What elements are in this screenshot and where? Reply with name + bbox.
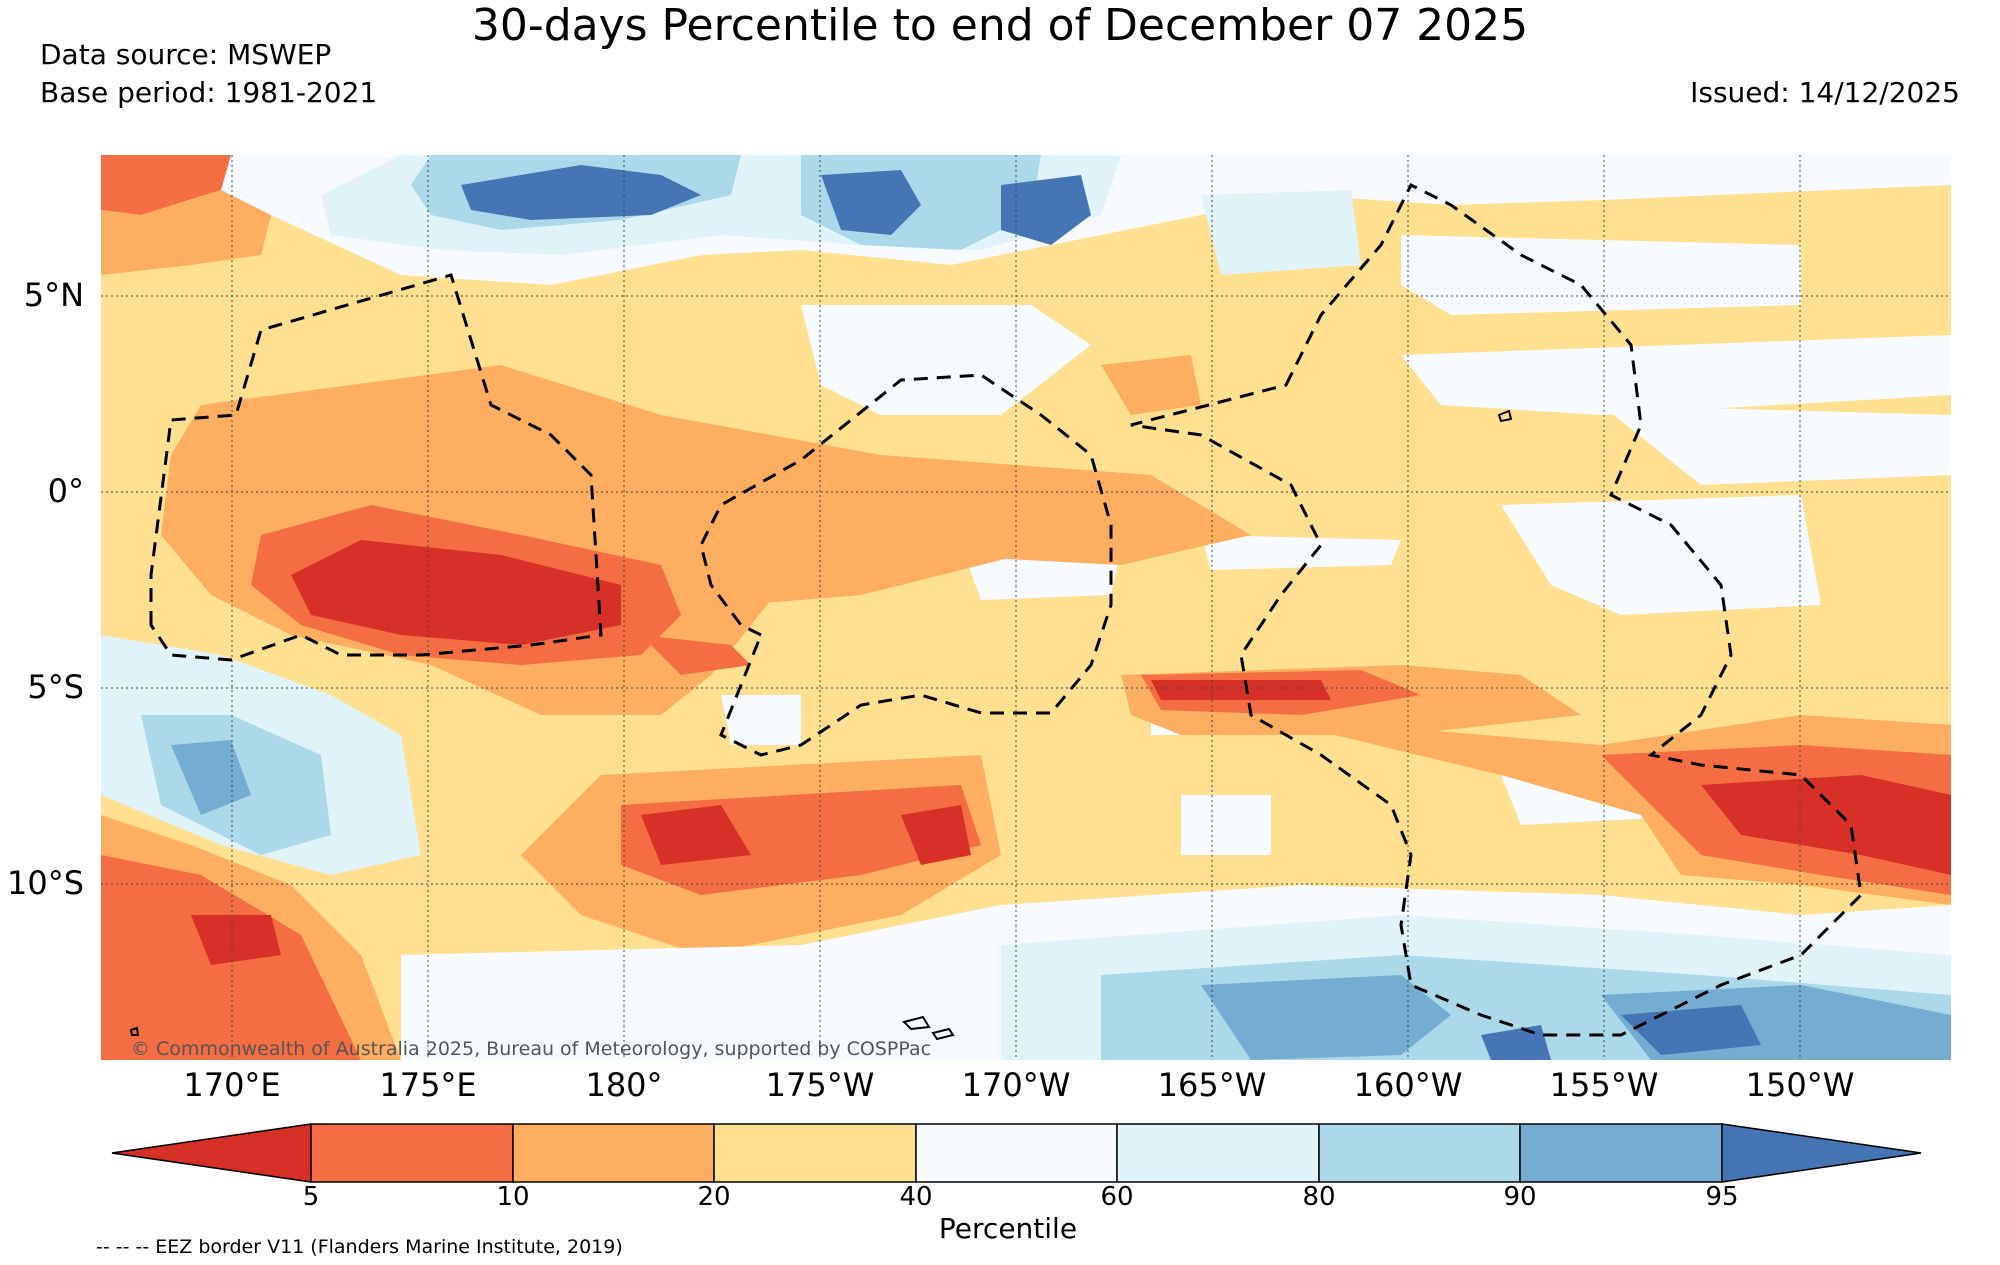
- lat-label-5s: 5°S: [27, 668, 84, 706]
- lon-label-175e: 175°E: [379, 1066, 477, 1104]
- lon-label-180: 180°: [585, 1066, 663, 1104]
- colorbar-title: Percentile: [938, 1212, 1078, 1245]
- lon-label-170w: 170°W: [961, 1066, 1071, 1104]
- islands: [129, 409, 1513, 1041]
- field-red-small: [641, 635, 751, 675]
- field-darkred-sw: [191, 915, 281, 965]
- lon-label-175w: 175°W: [765, 1066, 875, 1104]
- field-white-mid-e: [1181, 795, 1271, 855]
- lat-label-0: 0°: [47, 472, 84, 510]
- field-darkblue-south-a: [1201, 975, 1451, 1060]
- field-lightblue-north-e: [1201, 190, 1361, 275]
- lon-label-160w: 160°W: [1353, 1066, 1463, 1104]
- field-darkred-east-band: [1151, 680, 1331, 700]
- field-darkblue-north-b: [821, 170, 921, 235]
- field-darkred-west: [291, 540, 621, 645]
- lat-label-10s: 10°S: [6, 864, 84, 902]
- percentile-fields: [101, 155, 1951, 1060]
- colorbar-segment-40-60: [915, 1123, 1118, 1183]
- field-darkblue-sw: [171, 740, 251, 815]
- eez-legend-note: -- -- -- EEZ border V11 (Flanders Marine…: [96, 1236, 623, 1258]
- colorbar-segment-90-95: [1519, 1123, 1723, 1183]
- map-title: 30-days Percentile to end of December 07…: [471, 0, 1529, 51]
- colorbar-tick-80: 80: [1302, 1182, 1336, 1212]
- colorbar-tick-90: 90: [1503, 1182, 1537, 1212]
- colorbar-tick-95: 95: [1705, 1182, 1739, 1212]
- field-darkred-south-a: [641, 805, 751, 865]
- colorbar-segment-above-95: [1721, 1123, 1922, 1183]
- copyright-text: © Commonwealth of Australia 2025, Bureau…: [131, 1038, 931, 1060]
- graticule: [101, 155, 1951, 1060]
- field-white-ne-b: [1401, 335, 1951, 415]
- colorbar-segment-10-20: [512, 1123, 715, 1183]
- colorbar-segment-60-80: [1116, 1123, 1320, 1183]
- field-white-mid-b: [1201, 535, 1401, 570]
- colorbar-tick-60: 60: [1100, 1182, 1134, 1212]
- colorbar-tick-10: 10: [496, 1182, 530, 1212]
- field-white-ne-c: [1601, 405, 1951, 485]
- field-darkblue-north-a: [461, 165, 701, 220]
- field-darkred-se: [1701, 775, 1951, 875]
- percentile-map: © Commonwealth of Australia 2025, Bureau…: [101, 155, 1951, 1060]
- lon-label-170e: 170°E: [183, 1066, 281, 1104]
- field-red-nw: [101, 155, 231, 215]
- field-white-center-north: [801, 305, 1091, 415]
- lat-label-5n: 5°N: [23, 276, 84, 314]
- colorbar-tick-20: 20: [697, 1182, 731, 1212]
- colorbar-tick-5: 5: [302, 1182, 320, 1212]
- field-orange-center-north: [1101, 355, 1201, 415]
- lon-label-155w: 155°W: [1549, 1066, 1659, 1104]
- field-white-mid-c: [721, 695, 801, 745]
- lon-label-165w: 165°W: [1157, 1066, 1267, 1104]
- lon-label-150w: 150°W: [1745, 1066, 1855, 1104]
- colorbar-segment-80-90: [1318, 1123, 1521, 1183]
- field-darkblue-north-c: [1001, 175, 1091, 245]
- field-orange-nw: [101, 190, 271, 275]
- data-source-label: Data source: MSWEP: [40, 38, 332, 71]
- field-white-ne-a: [1401, 235, 1801, 315]
- issued-date-label: Issued: 14/12/2025: [1690, 76, 1960, 109]
- field-white-east: [1501, 495, 1821, 615]
- colorbar-segment-5-10: [310, 1123, 514, 1183]
- base-period-label: Base period: 1981-2021: [40, 76, 378, 109]
- eez-borders: [149, 182, 1863, 1037]
- field-darkred-south-b: [901, 805, 971, 865]
- field-orange-center: [681, 475, 1101, 605]
- colorbar-tick-40: 40: [899, 1182, 933, 1212]
- colorbar-segment-20-40: [713, 1123, 917, 1183]
- colorbar-segment-below-5: [111, 1123, 312, 1183]
